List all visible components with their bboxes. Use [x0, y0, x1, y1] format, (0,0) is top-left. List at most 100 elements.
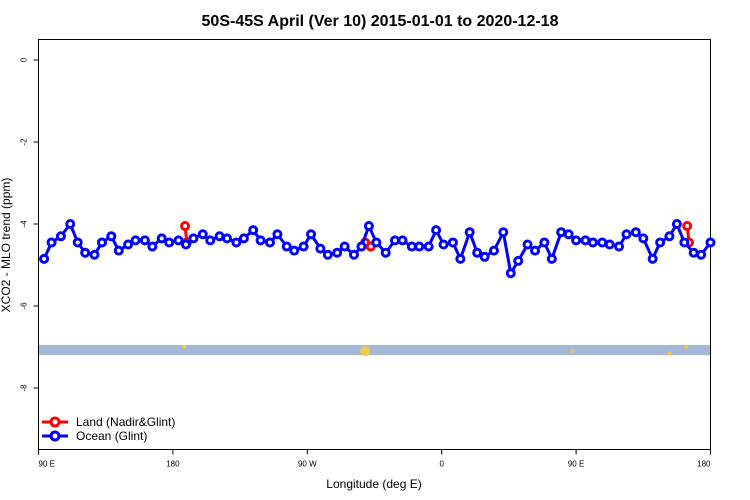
- y-tick-label: -6: [20, 302, 29, 310]
- ocean-point: [205, 235, 216, 246]
- y-tick-label: -2: [20, 138, 29, 146]
- ocean-point: [272, 229, 283, 240]
- y-tick-label: -4: [20, 220, 29, 228]
- ocean-point: [147, 241, 158, 252]
- ocean-point: [322, 249, 333, 260]
- ocean-point: [580, 235, 591, 246]
- ocean-point: [55, 231, 66, 242]
- ocean-point: [630, 227, 641, 238]
- ocean-point: [488, 245, 499, 256]
- ocean-point: [123, 239, 134, 250]
- ocean-point: [530, 245, 541, 256]
- ocean-point: [65, 219, 76, 229]
- ocean-point: [438, 239, 449, 250]
- ocean-point: [231, 237, 242, 248]
- ocean-point: [281, 241, 292, 252]
- land-spot: [684, 345, 689, 349]
- ocean-point: [638, 233, 649, 244]
- ocean-point: [522, 239, 533, 250]
- y-tick-label: -8: [20, 384, 29, 392]
- y-tick-label: 0: [20, 57, 29, 62]
- ocean-mask-band: [39, 344, 710, 356]
- ocean-point: [397, 235, 408, 246]
- ocean-point: [255, 235, 266, 246]
- ocean-point: [339, 241, 350, 252]
- x-axis-label: Longitude (deg E): [326, 477, 421, 491]
- ocean-point: [664, 231, 675, 242]
- legend-ocean-label: Ocean (Glint): [76, 429, 147, 443]
- ocean-point: [306, 229, 317, 240]
- x-tick-label: 90 E: [39, 460, 55, 469]
- ocean-point: [688, 247, 699, 258]
- ocean-point: [106, 231, 117, 242]
- ocean-point: [89, 249, 100, 260]
- ocean-point: [498, 227, 509, 238]
- ocean-point: [380, 247, 391, 258]
- ocean-point: [604, 239, 615, 250]
- ocean-point: [248, 225, 259, 236]
- ocean-point: [505, 268, 516, 279]
- ocean-point: [39, 253, 50, 264]
- ocean-point: [130, 235, 141, 246]
- ocean-point: [348, 249, 359, 260]
- ocean-point: [464, 227, 475, 238]
- ocean-point: [563, 229, 574, 240]
- ocean-point: [96, 237, 107, 248]
- series-layer: [39, 219, 716, 279]
- ocean-point: [671, 219, 682, 229]
- x-tick-label: 90 W: [298, 460, 317, 469]
- ocean-point: [222, 233, 233, 244]
- land-spot: [182, 345, 187, 349]
- ocean-point: [180, 239, 191, 250]
- ocean-point: [139, 235, 150, 246]
- ocean-point: [356, 241, 367, 252]
- ocean-point: [705, 237, 716, 248]
- ocean-point: [472, 247, 483, 258]
- ocean-point: [414, 241, 425, 252]
- land-point: [682, 221, 693, 232]
- land-mask-layer: [39, 344, 710, 357]
- ocean-point: [363, 221, 374, 232]
- ocean-point: [587, 237, 598, 248]
- ocean-point: [621, 229, 632, 240]
- ocean-point: [156, 233, 167, 244]
- ocean-point: [264, 237, 275, 248]
- ocean-point: [431, 225, 442, 236]
- chart-title: 50S-45S April (Ver 10) 2015-01-01 to 202…: [202, 13, 559, 30]
- land-spot: [570, 349, 575, 354]
- ocean-point: [539, 237, 550, 248]
- x-tick-label: 180: [166, 460, 180, 469]
- ocean-point: [447, 237, 458, 248]
- ocean-point: [597, 237, 608, 248]
- ocean-point: [390, 235, 401, 246]
- ocean-point: [556, 227, 567, 238]
- ocean-point: [80, 247, 91, 258]
- ocean-point: [289, 245, 300, 256]
- ocean-point: [513, 255, 524, 266]
- ocean-point: [647, 253, 658, 264]
- ocean-point: [72, 237, 83, 248]
- land-spot: [667, 351, 672, 356]
- ocean-point: [197, 229, 208, 240]
- land-spot: [360, 346, 371, 357]
- ocean-point: [406, 241, 417, 252]
- ocean-point: [315, 243, 326, 254]
- ocean-point: [455, 253, 466, 264]
- x-tick-label: 90 E: [568, 460, 584, 469]
- legend-land-label: Land (Nadir&Glint): [76, 415, 175, 429]
- ocean-point: [655, 237, 666, 248]
- y-axis-label: XCO2 - MLO trend (ppm): [0, 178, 13, 313]
- ocean-point: [214, 231, 225, 242]
- legend: Land (Nadir&Glint) Ocean (Glint): [42, 415, 175, 443]
- ocean-point: [423, 241, 434, 252]
- ocean-point: [679, 237, 690, 248]
- ocean-point: [164, 237, 175, 248]
- y-axis: 0 -2 -4 -6 -8: [20, 57, 39, 392]
- land-point: [180, 221, 191, 232]
- x-axis: 90 E 180 90 W 0 90 E 180: [38, 449, 711, 469]
- ocean-point: [696, 249, 707, 260]
- ocean-point: [113, 245, 124, 256]
- ocean-point: [188, 233, 199, 244]
- ocean-point: [46, 237, 57, 248]
